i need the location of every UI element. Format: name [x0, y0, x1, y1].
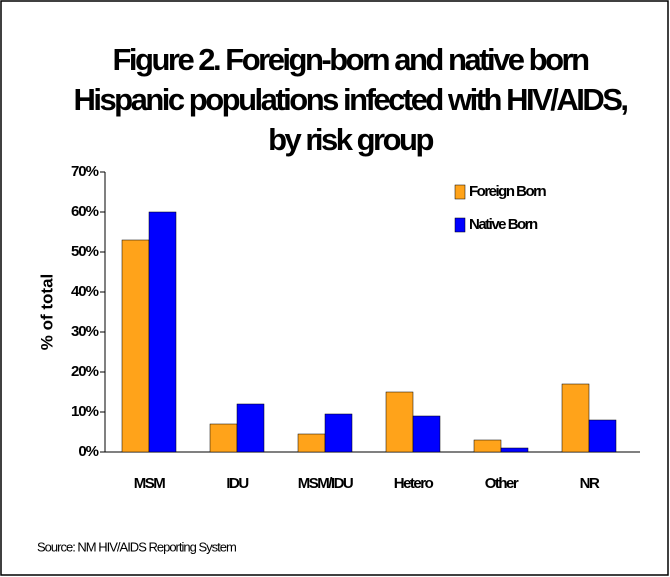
chart-title: by risk group — [268, 122, 433, 157]
x-tick-label: MSM — [134, 475, 166, 492]
x-tick-label: Hetero — [394, 475, 434, 492]
y-tick-label: 0% — [78, 443, 98, 460]
bar — [412, 415, 441, 453]
legend-swatch — [454, 217, 466, 233]
bar — [236, 403, 265, 453]
x-tick-label: Other — [485, 475, 519, 492]
bar — [209, 423, 238, 453]
bar — [297, 433, 326, 453]
y-tick-label: 70% — [71, 163, 99, 180]
legend-label: Native Born — [469, 216, 538, 233]
y-tick-label: 20% — [71, 363, 99, 380]
y-tick-label: 40% — [71, 283, 99, 300]
bar — [121, 239, 150, 453]
x-tick-label: MSM/IDU — [298, 475, 353, 492]
y-axis-label: % of total — [37, 274, 56, 351]
bar — [500, 447, 529, 453]
y-tick-label: 50% — [71, 243, 99, 260]
bar — [385, 391, 414, 453]
legend-label: Foreign Born — [469, 183, 546, 200]
y-tick-label: 10% — [71, 403, 99, 420]
bar — [588, 419, 617, 453]
y-tick-label: 60% — [71, 203, 99, 220]
y-tick-label: 30% — [71, 323, 99, 340]
source: Source: NM HIV/AIDS Reporting System — [37, 539, 236, 554]
x-tick-label: IDU — [226, 475, 248, 492]
x-tick-label: NR — [580, 475, 600, 492]
bar — [148, 211, 177, 453]
bar — [324, 413, 353, 453]
legend-swatch — [454, 184, 466, 200]
bar — [561, 383, 590, 453]
bar — [473, 439, 502, 453]
chart-title: Figure 2. Foreign-born and native born — [112, 42, 589, 77]
chart-title: Hispanic populations infected with HIV/A… — [73, 82, 627, 117]
